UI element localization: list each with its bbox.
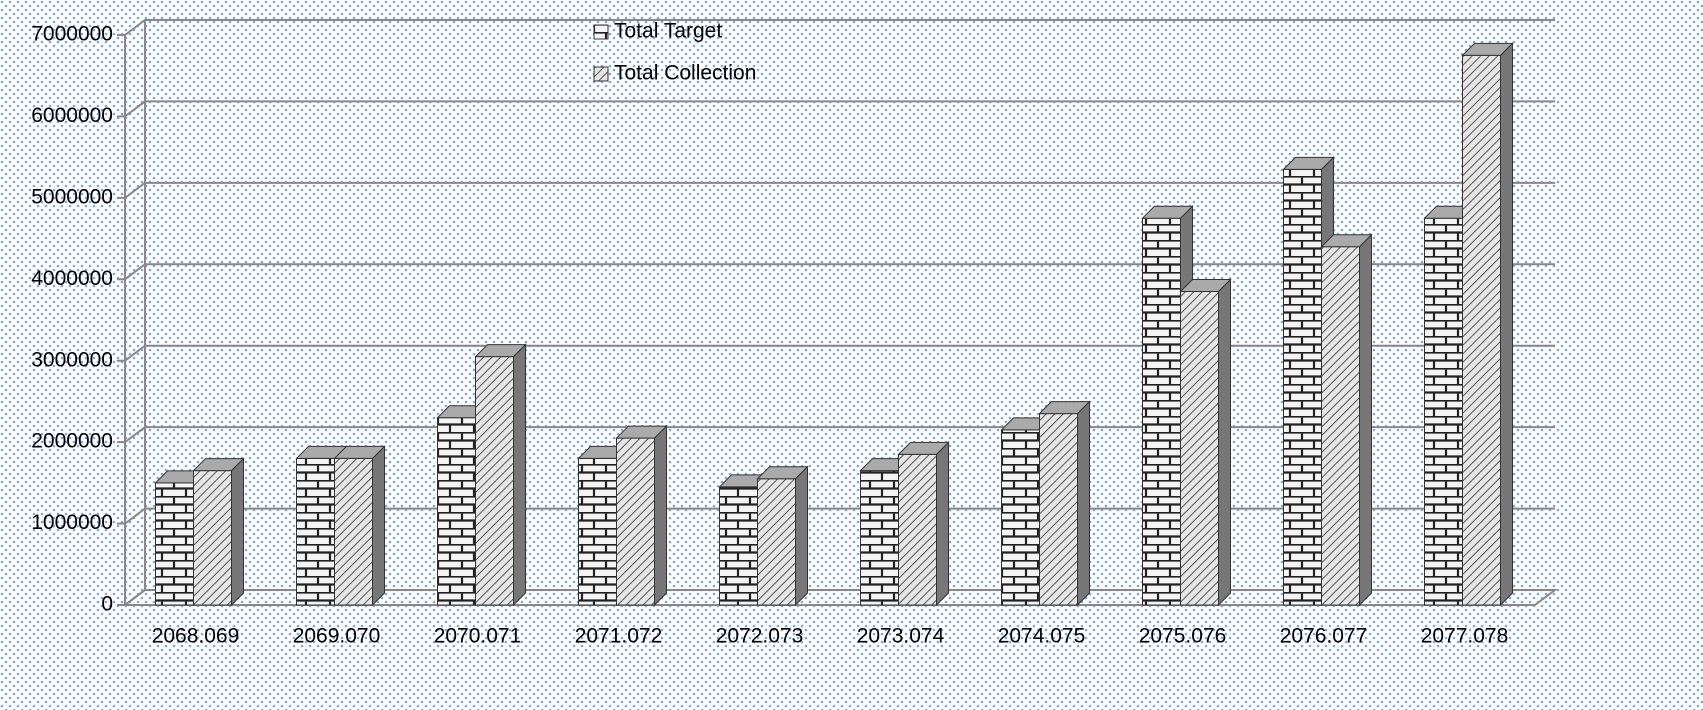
bar [192,457,245,607]
bar-top [897,441,950,455]
bar-side [513,343,526,607]
bar [1038,400,1091,607]
bar-front [437,417,476,606]
bar [756,465,809,607]
y-tick-label: 6000000 [31,104,113,127]
bar [474,343,527,607]
x-tick-label: 2077.078 [1421,625,1509,648]
bar-front [334,457,373,606]
bar-front [193,470,232,606]
bar-top [1461,42,1514,56]
legend-swatch [593,66,609,82]
bar-front [757,478,796,606]
x-tick-label: 2073.074 [857,625,945,648]
legend-swatch [593,24,609,40]
bar-front [1001,429,1040,606]
bar-front [1039,413,1078,606]
bar-top [1038,401,1091,415]
bar-front [1424,217,1463,606]
x-tick-label: 2068.069 [152,625,240,648]
bar-side [654,424,667,607]
y-tick-label: 7000000 [31,23,113,46]
bar-side [372,445,385,607]
y-tick-label: 2000000 [31,430,113,453]
legend-label: Total Target [614,20,722,43]
bar-side [1218,278,1231,607]
bar [333,445,386,607]
bar-top [192,458,245,472]
bar-front [719,486,758,606]
bar-front [578,457,617,606]
legend-label: Total Collection [614,62,756,85]
bar [1461,42,1514,607]
bar-front [1321,246,1360,606]
bar-front [475,356,514,606]
x-tick-label: 2072.073 [716,625,804,648]
bar-top [1141,205,1194,219]
x-tick-label: 2071.072 [575,625,663,648]
y-tick-label: 1000000 [31,511,113,534]
bar-side [231,457,244,607]
bar-front [1283,168,1322,606]
bar [615,424,668,607]
bar [897,441,950,607]
x-tick-label: 2074.075 [998,625,1086,648]
bar-front [1142,217,1181,606]
bar-top [1282,156,1335,170]
bar-side [795,465,808,607]
y-tick-label: 4000000 [31,267,113,290]
x-tick-label: 2070.071 [434,625,522,648]
grid-line [124,100,1555,118]
x-tick-label: 2075.076 [1139,625,1227,648]
bar-top [333,445,386,459]
y-tick-label: 0 [101,593,113,616]
bar-front [1180,291,1219,606]
bar-front [860,470,899,606]
bar-front [296,457,335,606]
bar-top [474,344,527,358]
bar-top [615,425,668,439]
bar-side [936,441,949,607]
x-tick-label: 2076.077 [1280,625,1368,648]
bar-top [1179,279,1232,292]
bar-top [1320,234,1373,248]
bar-side [1077,400,1090,607]
bar-front [616,437,655,606]
grid-line [124,181,1555,199]
bar-front [898,453,937,606]
bar [1179,278,1232,607]
bar-front [1462,54,1501,606]
bar-front [155,482,194,606]
bar-side [1359,233,1372,607]
bar [1320,233,1373,607]
grid-line [124,19,1555,36]
y-tick-label: 5000000 [31,185,113,208]
grid-line [124,263,1555,281]
grid-line [124,344,1555,362]
bar-top [756,466,809,480]
bar-side [1500,42,1513,607]
x-tick-label: 2069.070 [293,625,381,648]
y-tick-label: 3000000 [31,348,113,371]
